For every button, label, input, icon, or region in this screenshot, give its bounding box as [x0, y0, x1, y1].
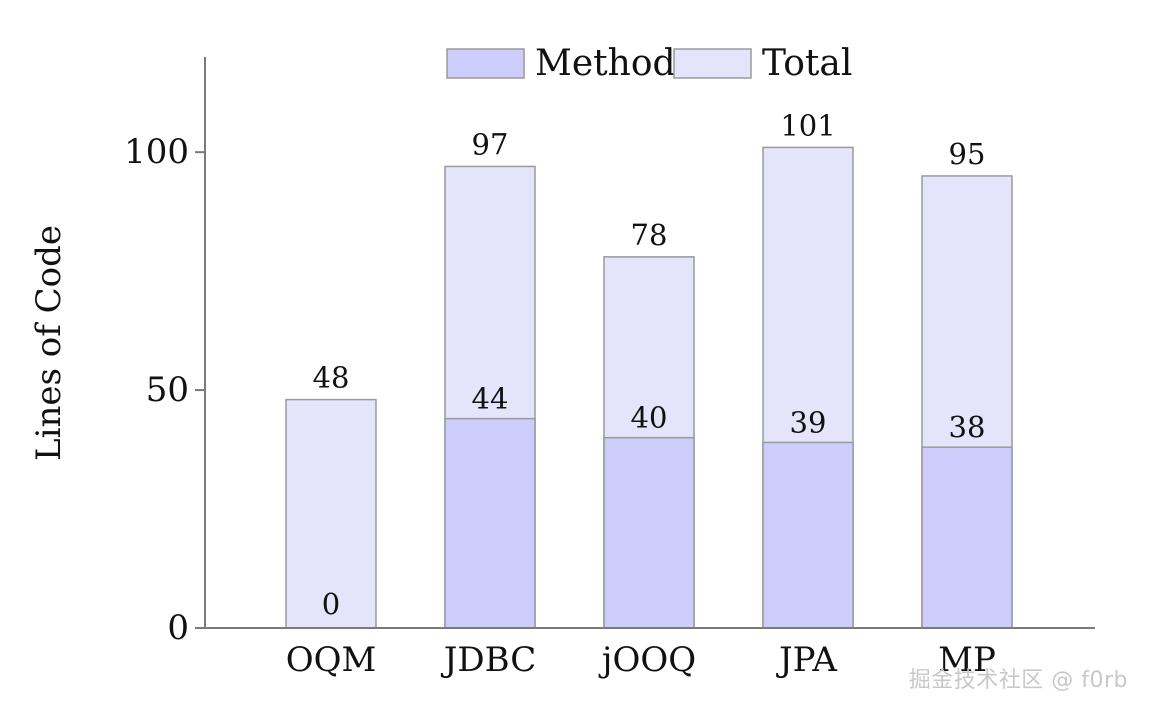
y-tick-label-100: 100 [124, 132, 189, 172]
bar-method-jdbc [444, 417, 536, 629]
y-tick-label-50: 50 [146, 370, 189, 410]
data-label-total-jooq: 78 [631, 218, 668, 252]
legend-swatch-total [673, 48, 752, 79]
data-label-total-jdbc: 97 [472, 127, 509, 161]
data-label-method-oqm: 0 [322, 587, 340, 621]
data-label-total-oqm: 48 [313, 361, 350, 395]
data-labels-layer: 48 0 97 44 78 40 101 39 95 38 [313, 108, 986, 621]
legend-label-method: Method [535, 43, 676, 84]
data-label-method-mp: 38 [949, 410, 986, 444]
y-tick-label-0: 0 [167, 608, 189, 648]
x-tick-label-mp: MP [938, 640, 996, 680]
bar-method-mp [921, 446, 1013, 629]
y-axis-label-group: Lines of Code [29, 225, 69, 461]
watermark-text: 掘金技术社区 @ f0rb [908, 668, 1128, 693]
ticks-layer: OQM JDBC jOOQ JPA MP 0 50 100 [124, 132, 996, 680]
data-label-total-mp: 95 [949, 137, 986, 171]
legend: Method Total [446, 43, 852, 84]
y-axis-label: Lines of Code [29, 225, 69, 461]
data-label-method-jpa: 39 [790, 405, 827, 439]
bars-layer [285, 146, 1013, 629]
legend-label-total: Total [762, 43, 852, 84]
x-tick-label-jdbc: JDBC [441, 640, 537, 680]
legend-swatch-method [446, 48, 525, 79]
data-label-method-jooq: 40 [631, 401, 668, 435]
data-label-method-jdbc: 44 [472, 382, 509, 416]
bar-total-oqm [285, 398, 377, 629]
x-tick-label-oqm: OQM [286, 640, 377, 680]
x-tick-label-jpa: JPA [776, 640, 837, 680]
bar-method-jooq [603, 436, 695, 629]
bar-method-jpa [762, 441, 854, 629]
x-tick-label-jooq: jOOQ [598, 640, 696, 680]
data-label-total-jpa: 101 [780, 108, 835, 142]
